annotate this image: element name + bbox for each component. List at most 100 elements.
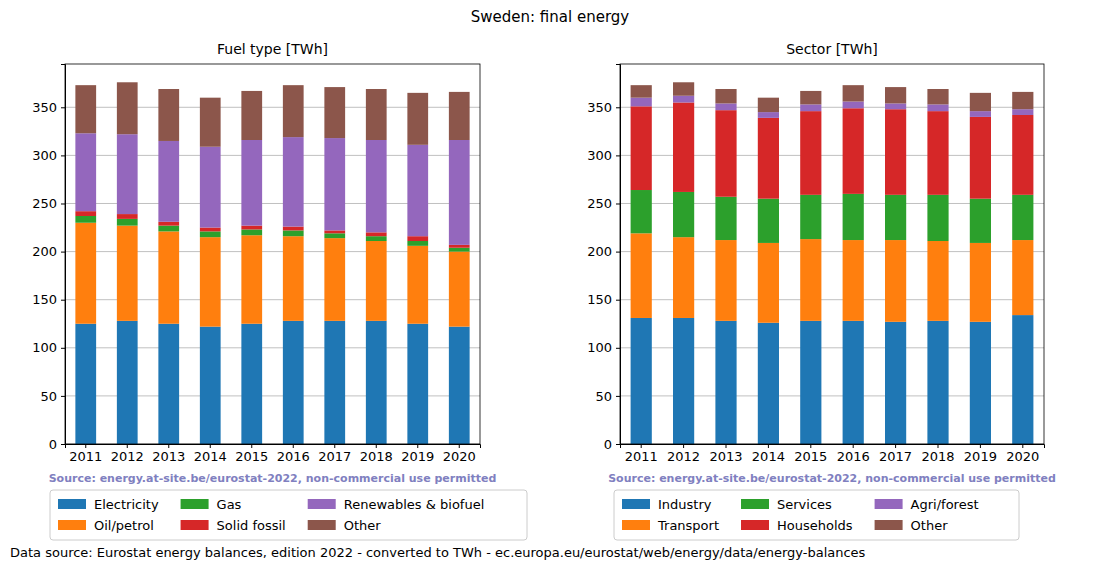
x-axis: 2011201220132014201520162017201820192020 [621,444,1045,464]
x-tick: 2016 [837,444,870,464]
bar [283,230,304,236]
x-tick: 2014 [194,444,227,464]
legend-label: Industry [658,497,712,512]
tick-mark [938,444,939,448]
bar [715,103,736,110]
bar [449,327,470,444]
x-tick: 2017 [879,444,912,464]
tick-mark [210,444,211,448]
tick-mark [61,396,65,397]
bars [631,82,1034,444]
legend-item: Agri/forest [875,497,979,512]
series-bars [75,133,469,245]
bar [324,321,345,444]
bar [970,243,991,322]
legend-swatch [875,499,903,509]
bar [324,233,345,238]
bar [241,235,262,324]
axis-line [616,65,621,445]
bar [366,241,387,321]
tick-label: 2011 [625,449,658,464]
bar [927,104,948,111]
tick-label: 2017 [318,449,351,464]
tick-mark [1022,444,1023,448]
bar [283,236,304,321]
tick-label: 2019 [964,449,997,464]
bars [75,82,469,444]
bar [927,241,948,321]
legend-swatch [58,499,86,509]
tick-mark [616,348,620,349]
bar [283,137,304,226]
tick-label: 300 [587,148,612,163]
bar [241,91,262,140]
tick-label: 2016 [837,449,870,464]
tick-mark [616,203,620,204]
legend-label: Other [911,518,949,533]
chart-title: Sector [TWh] [786,41,878,57]
legend-swatch [308,499,336,509]
bar [1012,92,1033,109]
bar [407,236,428,241]
x-tick: 2016 [277,444,310,464]
bar [75,216,96,223]
bar [200,231,221,237]
legend-item: Transport [622,518,719,533]
legend-item: Renewables & biofuel [308,497,485,512]
bar [758,323,779,444]
legend-frame [614,490,1019,540]
tick-mark [616,396,620,397]
tick-label: 50 [40,389,57,404]
tick-mark [616,252,620,253]
legend-item: Solid fossil [181,518,286,533]
bar [449,248,470,252]
legend-label: Oil/petrol [94,518,154,533]
axis-line [66,445,481,449]
bar [324,238,345,321]
bar [631,85,652,98]
bar [407,93,428,145]
tick-label: 2014 [194,449,227,464]
legend-label: Agri/forest [911,497,979,512]
x-tick: 2018 [921,444,954,464]
legend-swatch [622,520,650,530]
bar [75,133,96,211]
tick-label: 0 [49,437,57,452]
x-tick: 2018 [360,444,393,464]
y-tick: 150 [587,292,620,307]
series-bars [631,82,1034,112]
bar [75,324,96,444]
legend-label: Solid fossil [217,518,286,533]
y-tick: 300 [32,148,65,163]
figure: Sweden: final energyData source: Eurosta… [0,0,1100,572]
bar [758,243,779,323]
tick-mark [61,107,65,108]
bar [283,227,304,231]
bar [843,194,864,240]
tick-label: 200 [32,244,57,259]
tick-mark [251,444,252,448]
bar [631,98,652,107]
tick-mark [768,444,769,448]
tick-mark [853,444,854,448]
bar [1012,240,1033,315]
tick-mark [683,444,684,448]
bar [631,318,652,444]
bar [715,321,736,444]
tick-mark [895,444,896,448]
bar [158,324,179,444]
tick-label: 300 [32,148,57,163]
tick-label: 2013 [709,449,742,464]
bar [970,111,991,117]
x-tick: 2015 [794,444,827,464]
tick-label: 2015 [235,449,268,464]
source-note: Source: energy.at-site.be/eurostat-2022,… [49,472,497,485]
bar [800,321,821,444]
tick-mark [810,444,811,448]
tick-label: 0 [604,437,612,452]
bar [885,103,906,109]
tick-mark [726,444,727,448]
legend-label: Renewables & biofuel [344,497,485,512]
series-bars [631,315,1034,444]
bar [800,111,821,195]
